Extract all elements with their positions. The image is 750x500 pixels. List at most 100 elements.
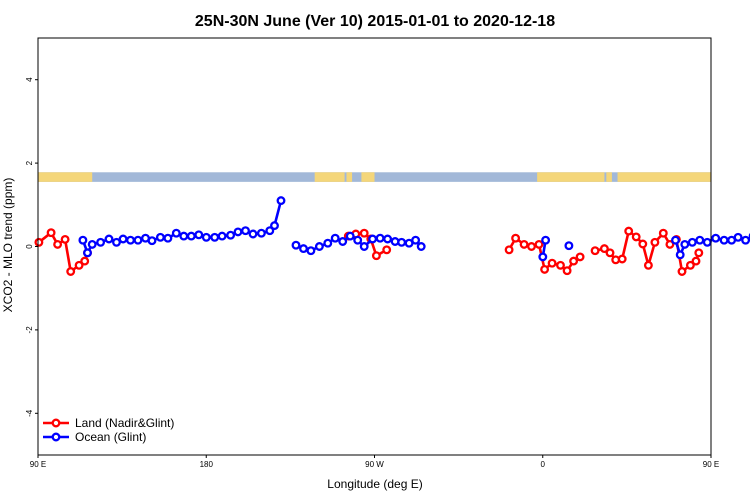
data-point [155, 232, 165, 242]
data-point [359, 242, 369, 251]
data-point [605, 248, 615, 258]
land-segment [314, 172, 345, 182]
data-point [74, 260, 84, 270]
data-point [226, 230, 236, 240]
data-point [80, 256, 90, 266]
land-segment [361, 172, 375, 182]
data-point [590, 246, 600, 256]
land-segment [346, 172, 353, 182]
data-point [695, 235, 705, 245]
data-point [687, 237, 697, 247]
data-point [359, 228, 369, 238]
y-axis-label: XCO2 - MLO trend (ppm) [1, 178, 15, 313]
data-point [276, 196, 286, 206]
data-point [383, 234, 393, 244]
data-point [617, 254, 627, 264]
data-point [540, 264, 550, 274]
data-point [556, 260, 565, 270]
legend-label: Land (Nadir&Glint) [75, 416, 174, 430]
data-point [241, 226, 250, 236]
data-point [538, 252, 548, 262]
data-point [306, 246, 316, 256]
data-point [411, 235, 421, 245]
x-tick-label: 90 E [703, 460, 719, 469]
data-point [527, 242, 536, 251]
legend-marker [51, 418, 61, 428]
data-point [118, 234, 128, 244]
data-point [702, 237, 712, 247]
data-point [248, 229, 258, 239]
series-land [34, 226, 704, 276]
data-point [147, 236, 157, 246]
data-point [112, 237, 121, 247]
y-tick-label: 0 [25, 244, 34, 249]
series-layer [34, 196, 750, 276]
data-point [265, 226, 275, 236]
data-point [511, 233, 521, 243]
data-point [256, 228, 266, 238]
data-point [564, 241, 574, 251]
data-point [677, 267, 687, 276]
data-point [575, 252, 585, 262]
data-point [638, 239, 648, 249]
data-point [323, 238, 333, 248]
y-tick-label: 4 [25, 77, 34, 82]
data-point [126, 235, 135, 245]
data-point [171, 228, 181, 238]
data-point [658, 228, 668, 238]
data-point [217, 231, 227, 241]
data-point [504, 245, 514, 255]
data-point [733, 232, 743, 242]
data-point [665, 239, 675, 249]
data-point [534, 239, 544, 249]
data-point [547, 258, 557, 268]
data-point [711, 233, 721, 243]
data-point [397, 237, 407, 247]
land-segment [38, 172, 93, 182]
data-point [371, 251, 381, 261]
data-point [186, 231, 196, 241]
data-point [691, 256, 701, 266]
data-point [675, 250, 685, 260]
legend: Land (Nadir&Glint)Ocean (Glint) [43, 416, 174, 444]
data-point [416, 242, 426, 251]
data-point [345, 231, 355, 241]
data-point [694, 248, 704, 258]
data-point [631, 232, 641, 242]
data-point [194, 230, 204, 240]
data-point [60, 234, 70, 244]
data-point [291, 240, 301, 250]
data-point [87, 239, 97, 249]
data-point [624, 226, 634, 236]
data-point [179, 231, 189, 241]
x-tick-label: 0 [541, 460, 546, 469]
data-point [96, 237, 106, 247]
data-point [53, 239, 63, 249]
land-segment [537, 172, 605, 182]
data-point [34, 237, 44, 247]
x-tick-label: 180 [200, 460, 214, 469]
y-tick-label: -2 [25, 326, 34, 334]
land-segment [606, 172, 612, 182]
data-point [368, 234, 378, 244]
data-point [569, 256, 579, 266]
data-point [353, 235, 363, 245]
data-point [299, 244, 308, 254]
data-point [314, 242, 324, 251]
data-point [330, 233, 340, 243]
series-ocean [78, 196, 750, 262]
series-line [81, 200, 283, 255]
data-point [382, 245, 392, 255]
data-point [650, 237, 660, 247]
data-point [163, 233, 173, 243]
data-point [338, 237, 348, 246]
data-point [562, 266, 572, 276]
tick-layer: 90 E 180 90 W 0 90 E -4 -2 0 2 4 [25, 77, 719, 469]
data-point [83, 248, 92, 258]
data-point [133, 235, 143, 245]
x-tick-label: 90 W [365, 460, 384, 469]
y-tick-label: -4 [25, 409, 34, 417]
data-point [541, 235, 551, 245]
data-point [375, 233, 385, 243]
